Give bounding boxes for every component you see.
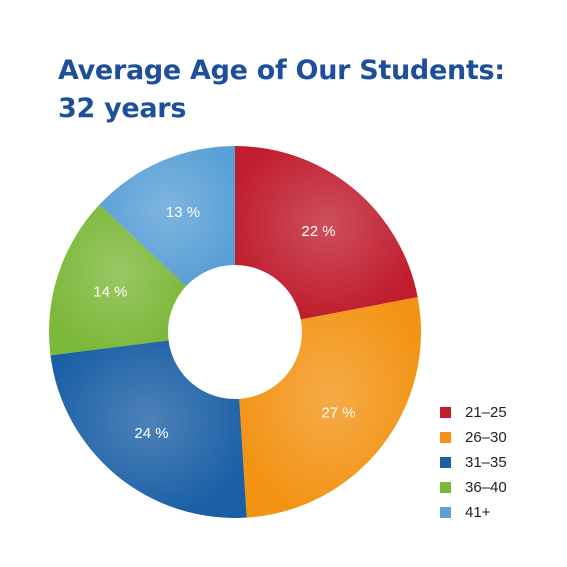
chart-title: Average Age of Our Students: 32 years — [58, 52, 538, 128]
donut-slice-sheen — [49, 204, 187, 356]
donut-slice-sheen — [235, 146, 418, 320]
donut-slice-sheen — [99, 146, 235, 287]
legend-swatch — [440, 432, 451, 443]
donut-slices — [49, 146, 422, 519]
donut-slice-labels: 22 % 27 % 24 % 14 % 13 % — [93, 204, 355, 442]
legend-item-36-40: 36–40 — [440, 475, 507, 500]
legend-item-31-35: 31–35 — [440, 450, 507, 475]
slice-value-label: 24 % — [134, 425, 168, 442]
slice-value-label: 13 % — [166, 204, 200, 221]
legend-label: 26–30 — [465, 429, 507, 446]
legend-item-41-plus: 41+ — [440, 500, 507, 525]
legend-label: 21–25 — [465, 404, 507, 421]
legend-swatch — [440, 507, 451, 518]
legend-swatch — [440, 407, 451, 418]
legend-swatch — [440, 457, 451, 468]
legend-label: 31–35 — [465, 454, 507, 471]
chart-title-line-1: Average Age of Our Students: — [58, 55, 505, 86]
slice-value-label: 22 % — [301, 223, 335, 240]
slice-value-label: 27 % — [321, 404, 355, 421]
donut-slice-sheen — [50, 340, 247, 519]
legend-label: 36–40 — [465, 479, 507, 496]
chart-title-line-2: 32 years — [58, 93, 187, 124]
legend-swatch — [440, 482, 451, 493]
legend: 21–25 26–30 31–35 36–40 41+ — [440, 400, 507, 525]
legend-item-26-30: 26–30 — [440, 425, 507, 450]
donut-slice-sheen — [239, 297, 422, 518]
legend-label: 41+ — [465, 504, 491, 521]
legend-item-21-25: 21–25 — [440, 400, 507, 425]
slice-value-label: 14 % — [93, 284, 127, 301]
